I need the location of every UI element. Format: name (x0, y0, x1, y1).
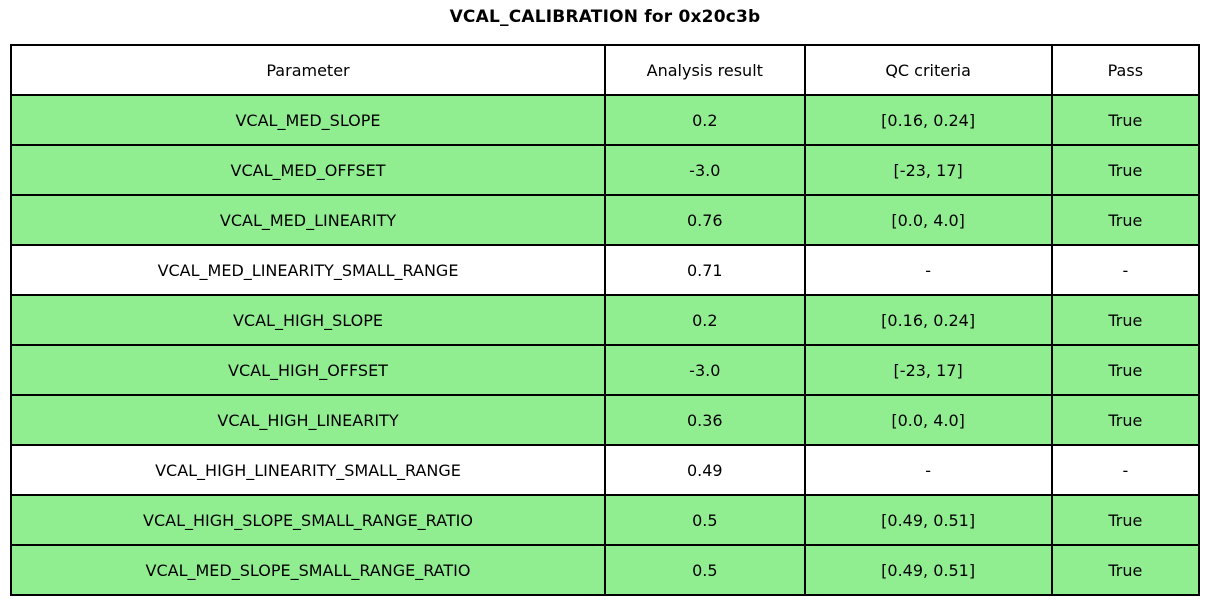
result-cell: -3.0 (604, 344, 806, 396)
parameter-cell: VCAL_MED_OFFSET (10, 144, 606, 196)
table-row: VCAL_HIGH_SLOPE_SMALL_RANGE_RATIO 0.5 [0… (10, 494, 1201, 546)
table-row: VCAL_MED_SLOPE 0.2 [0.16, 0.24] True (10, 94, 1201, 146)
parameter-cell: VCAL_HIGH_LINEARITY_SMALL_RANGE (10, 444, 606, 496)
result-cell: -3.0 (604, 144, 806, 196)
result-cell: 0.36 (604, 394, 806, 446)
table-row: VCAL_MED_LINEARITY 0.76 [0.0, 4.0] True (10, 194, 1201, 246)
result-cell: 0.5 (604, 544, 806, 596)
col-header-qc-criteria: QC criteria (803, 44, 1053, 96)
pass-cell: - (1050, 444, 1201, 496)
result-cell: 0.2 (604, 294, 806, 346)
parameter-cell: VCAL_MED_LINEARITY_SMALL_RANGE (10, 244, 606, 296)
parameter-cell: VCAL_MED_LINEARITY (10, 194, 606, 246)
col-header-pass: Pass (1050, 44, 1201, 96)
pass-cell: True (1050, 494, 1201, 546)
pass-cell: True (1050, 294, 1201, 346)
table-row: VCAL_HIGH_SLOPE 0.2 [0.16, 0.24] True (10, 294, 1201, 346)
result-cell: 0.49 (604, 444, 806, 496)
table-row: VCAL_HIGH_LINEARITY_SMALL_RANGE 0.49 - - (10, 444, 1201, 496)
table-row: VCAL_MED_SLOPE_SMALL_RANGE_RATIO 0.5 [0.… (10, 544, 1201, 596)
col-header-analysis-result: Analysis result (604, 44, 806, 96)
qc-cell: [0.49, 0.51] (803, 544, 1053, 596)
qc-cell: [0.16, 0.24] (803, 294, 1053, 346)
qc-cell: [0.0, 4.0] (803, 194, 1053, 246)
qc-cell: [-23, 17] (803, 144, 1053, 196)
pass-cell: True (1050, 94, 1201, 146)
page-title: VCAL_CALIBRATION for 0x20c3b (449, 7, 761, 27)
result-cell: 0.76 (604, 194, 806, 246)
qc-cell: [0.16, 0.24] (803, 94, 1053, 146)
parameter-cell: VCAL_HIGH_SLOPE_SMALL_RANGE_RATIO (10, 494, 606, 546)
result-cell: 0.71 (604, 244, 806, 296)
parameter-cell: VCAL_HIGH_OFFSET (10, 344, 606, 396)
result-cell: 0.2 (604, 94, 806, 146)
table-row: VCAL_HIGH_OFFSET -3.0 [-23, 17] True (10, 344, 1201, 396)
col-header-parameter: Parameter (10, 44, 606, 96)
pass-cell: True (1050, 344, 1201, 396)
qc-cell: - (803, 244, 1053, 296)
qc-cell: [0.0, 4.0] (803, 394, 1053, 446)
qc-results-table: Parameter Analysis result QC criteria Pa… (10, 44, 1201, 596)
pass-cell: True (1050, 544, 1201, 596)
pass-cell: True (1050, 394, 1201, 446)
qc-cell: [-23, 17] (803, 344, 1053, 396)
parameter-cell: VCAL_MED_SLOPE (10, 94, 606, 146)
parameter-cell: VCAL_HIGH_SLOPE (10, 294, 606, 346)
pass-cell: True (1050, 194, 1201, 246)
table-row: VCAL_HIGH_LINEARITY 0.36 [0.0, 4.0] True (10, 394, 1201, 446)
table-row: VCAL_MED_OFFSET -3.0 [-23, 17] True (10, 144, 1201, 196)
pass-cell: - (1050, 244, 1201, 296)
qc-cell: - (803, 444, 1053, 496)
table-row: VCAL_MED_LINEARITY_SMALL_RANGE 0.71 - - (10, 244, 1201, 296)
result-cell: 0.5 (604, 494, 806, 546)
parameter-cell: VCAL_HIGH_LINEARITY (10, 394, 606, 446)
qc-cell: [0.49, 0.51] (803, 494, 1053, 546)
pass-cell: True (1050, 144, 1201, 196)
table-header-row: Parameter Analysis result QC criteria Pa… (10, 44, 1201, 96)
parameter-cell: VCAL_MED_SLOPE_SMALL_RANGE_RATIO (10, 544, 606, 596)
